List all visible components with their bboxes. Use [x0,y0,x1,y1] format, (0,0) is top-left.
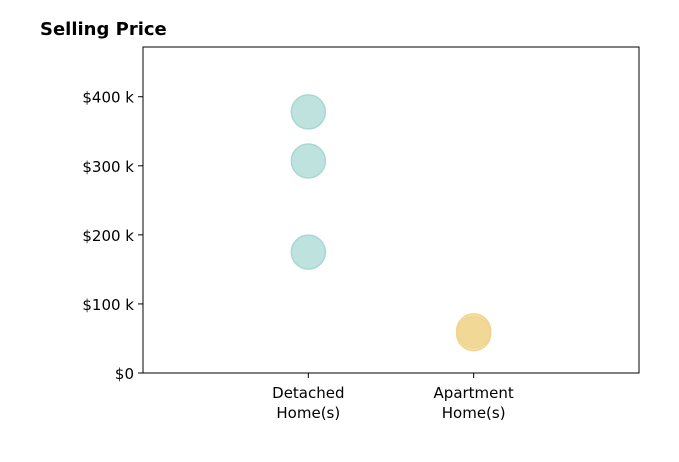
x-tick-label: Detached Home(s) [272,384,344,422]
chart-title: Selling Price [40,19,167,40]
y-tick-label: $200 k [82,227,134,245]
point [455,315,492,352]
point [290,94,327,130]
y-tick-label: $400 k [82,89,134,107]
point [290,143,327,179]
plot-frame [142,46,640,374]
y-tick-label: $300 k [82,158,134,176]
y-tick-label: $100 k [82,296,134,314]
point [290,234,327,270]
y-tick-label: $0 [115,365,134,383]
x-tick-label: Apartment Home(s) [434,384,514,422]
